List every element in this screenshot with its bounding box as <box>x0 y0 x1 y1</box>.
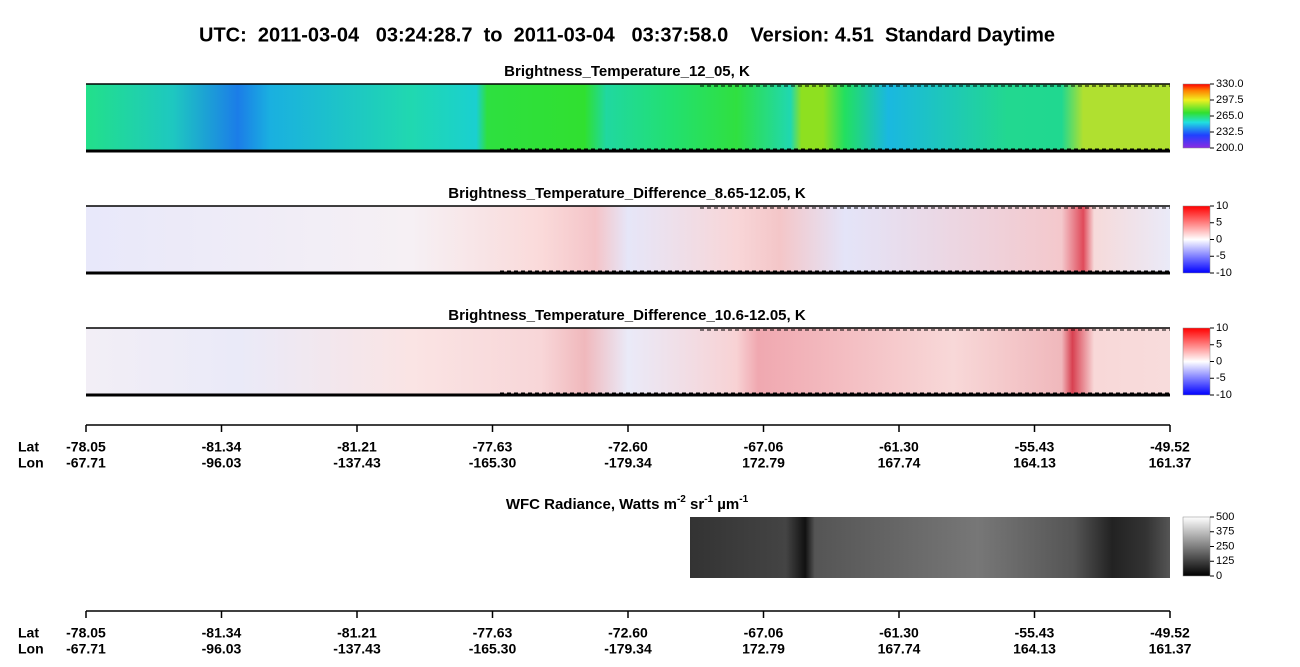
lon-label: -165.30 <box>469 641 517 657</box>
lon-label: 172.79 <box>742 641 785 657</box>
colorbar <box>1182 327 1211 396</box>
lat-label: -77.63 <box>473 439 513 455</box>
title-part: -1 <box>739 494 748 505</box>
lon-label: 161.37 <box>1149 455 1192 471</box>
axis-label: Lon <box>18 641 44 657</box>
lon-label: -137.43 <box>333 455 381 471</box>
lat-label: -78.05 <box>66 625 106 641</box>
lat-label: -78.05 <box>66 439 106 455</box>
title-part: -2 <box>677 494 686 505</box>
lat-label: -72.60 <box>608 625 648 641</box>
lon-label: -67.71 <box>66 641 106 657</box>
colorbar-label: 250 <box>1216 540 1234 552</box>
title-part: WFC Radiance, Watts m <box>506 496 677 513</box>
lat-label: -61.30 <box>879 625 919 641</box>
colorbar-label: 0 <box>1216 570 1222 582</box>
lat-label: -81.21 <box>337 625 377 641</box>
lon-label: -67.71 <box>66 455 106 471</box>
lon-label: 164.13 <box>1013 641 1056 657</box>
lat-label: -49.52 <box>1150 439 1190 455</box>
title-part: µm <box>713 496 739 513</box>
image-strip <box>86 84 1170 151</box>
lon-label: -96.03 <box>202 641 242 657</box>
colorbar-label: 330.0 <box>1216 78 1244 90</box>
colorbar-label: 5 <box>1216 339 1222 351</box>
lat-label: -67.06 <box>744 625 784 641</box>
lon-label: 167.74 <box>878 455 921 471</box>
colorbar-label: -5 <box>1216 372 1226 384</box>
lon-label: -179.34 <box>604 641 652 657</box>
colorbar-label: 297.5 <box>1216 94 1244 106</box>
lat-label: -61.30 <box>879 439 919 455</box>
lon-label: -165.30 <box>469 455 517 471</box>
colorbar <box>1182 516 1211 577</box>
lat-label: -67.06 <box>744 439 784 455</box>
colorbar-label: 10 <box>1216 200 1228 212</box>
colorbar-label: 0 <box>1216 233 1222 245</box>
colorbar-label: -10 <box>1216 267 1232 279</box>
colorbar-label: 5 <box>1216 217 1222 229</box>
colorbar-label: 500 <box>1216 511 1234 523</box>
lat-label: -77.63 <box>473 625 513 641</box>
colorbar <box>1182 205 1211 274</box>
lon-label: 167.74 <box>878 641 921 657</box>
lon-label: -137.43 <box>333 641 381 657</box>
axis-label: Lon <box>18 455 44 471</box>
lat-label: -81.34 <box>202 439 242 455</box>
colorbar-label: -10 <box>1216 389 1232 401</box>
lon-label: 161.37 <box>1149 641 1192 657</box>
colorbar-label: 375 <box>1216 526 1234 538</box>
colorbar-label: 200.0 <box>1216 142 1244 154</box>
panel-title: WFC Radiance, Watts m-2 sr-1 µm-1 <box>506 494 749 513</box>
image-strip <box>86 206 1170 273</box>
panel-title: Brightness_Temperature_12_05, K <box>504 63 750 80</box>
image-strip <box>86 328 1170 395</box>
axis-label: Lat <box>18 625 39 641</box>
colorbar-label: 232.5 <box>1216 126 1244 138</box>
panel-title: Brightness_Temperature_Difference_8.65-1… <box>448 185 806 202</box>
lat-label: -81.21 <box>337 439 377 455</box>
panel-title: Brightness_Temperature_Difference_10.6-1… <box>448 307 806 324</box>
colorbar-label: 0 <box>1216 355 1222 367</box>
lon-label: 164.13 <box>1013 455 1056 471</box>
lat-label: -55.43 <box>1015 439 1055 455</box>
colorbar-label: 10 <box>1216 322 1228 334</box>
image-strip <box>690 517 1170 578</box>
colorbar <box>1182 83 1211 149</box>
lat-label: -81.34 <box>202 625 242 641</box>
title-part: sr <box>686 496 705 513</box>
lat-label: -55.43 <box>1015 625 1055 641</box>
title-part: -1 <box>704 494 713 505</box>
colorbar-label: -5 <box>1216 250 1226 262</box>
lon-label: -96.03 <box>202 455 242 471</box>
lon-label: 172.79 <box>742 455 785 471</box>
figure-title: UTC: 2011-03-04 03:24:28.7 to 2011-03-04… <box>199 24 1055 46</box>
lon-label: -179.34 <box>604 455 652 471</box>
lat-label: -49.52 <box>1150 625 1190 641</box>
colorbar-label: 265.0 <box>1216 110 1244 122</box>
axis-label: Lat <box>18 439 39 455</box>
colorbar-label: 125 <box>1216 555 1234 567</box>
lat-label: -72.60 <box>608 439 648 455</box>
